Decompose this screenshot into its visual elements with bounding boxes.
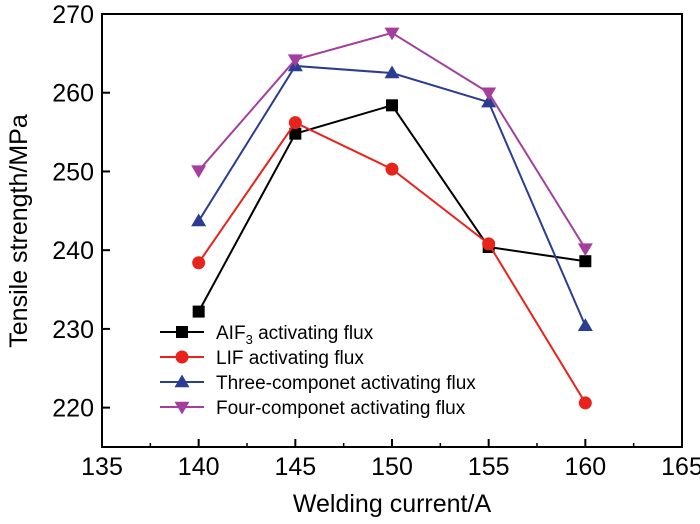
data-point — [482, 237, 496, 251]
y-tick-label: 270 — [52, 1, 94, 29]
data-point — [385, 162, 399, 176]
legend-label: AIF3 activating flux — [216, 323, 374, 347]
x-tick-label: 135 — [81, 453, 123, 481]
series-1 — [192, 99, 592, 318]
y-tick-label: 250 — [52, 158, 94, 186]
data-point — [577, 318, 593, 332]
data-point — [287, 54, 303, 68]
legend-item: LIF activating flux — [160, 348, 364, 369]
x-tick-label: 150 — [371, 453, 413, 481]
y-tick-label: 260 — [52, 80, 94, 108]
series-line — [197, 104, 586, 313]
x-tick-label: 160 — [564, 453, 606, 481]
series-2 — [192, 116, 592, 410]
y-tick-label: 220 — [52, 395, 94, 423]
data-point — [577, 243, 593, 257]
x-tick-label: 145 — [274, 453, 316, 481]
legend-marker — [174, 401, 190, 415]
legend-marker — [175, 350, 189, 364]
data-point — [288, 116, 302, 130]
legend-label: Four-componet activating flux — [216, 398, 466, 419]
data-point — [481, 87, 497, 101]
data-point — [386, 99, 398, 112]
data-point — [579, 255, 592, 268]
legend-item: Three-componet activating flux — [160, 373, 476, 394]
legend-item: AIF3 activating flux — [160, 323, 374, 347]
x-tick-label: 140 — [178, 453, 220, 481]
data-point — [192, 256, 206, 270]
legend-marker — [174, 374, 190, 388]
data-point — [192, 305, 205, 318]
data-point — [481, 94, 497, 108]
data-point — [384, 27, 400, 41]
data-point — [191, 165, 207, 179]
series-4 — [191, 27, 593, 257]
legend-marker — [176, 326, 188, 338]
legend-label: Three-componet activating flux — [216, 373, 476, 394]
data-point — [384, 65, 400, 79]
x-tick-label: 165 — [661, 453, 700, 481]
data-point — [289, 127, 302, 140]
x-tick-label: 155 — [468, 453, 510, 481]
y-tick-label: 230 — [52, 316, 94, 344]
legend-item: Four-componet activating flux — [160, 398, 466, 419]
legend-label: LIF activating flux — [216, 348, 364, 369]
series-line — [197, 31, 587, 250]
x-axis-title: Welding current/A — [293, 490, 492, 518]
data-point — [191, 213, 207, 227]
y-tick-label: 240 — [52, 237, 94, 265]
data-point — [578, 396, 592, 410]
y-axis-title: Tensile strength/MPa — [5, 114, 33, 348]
